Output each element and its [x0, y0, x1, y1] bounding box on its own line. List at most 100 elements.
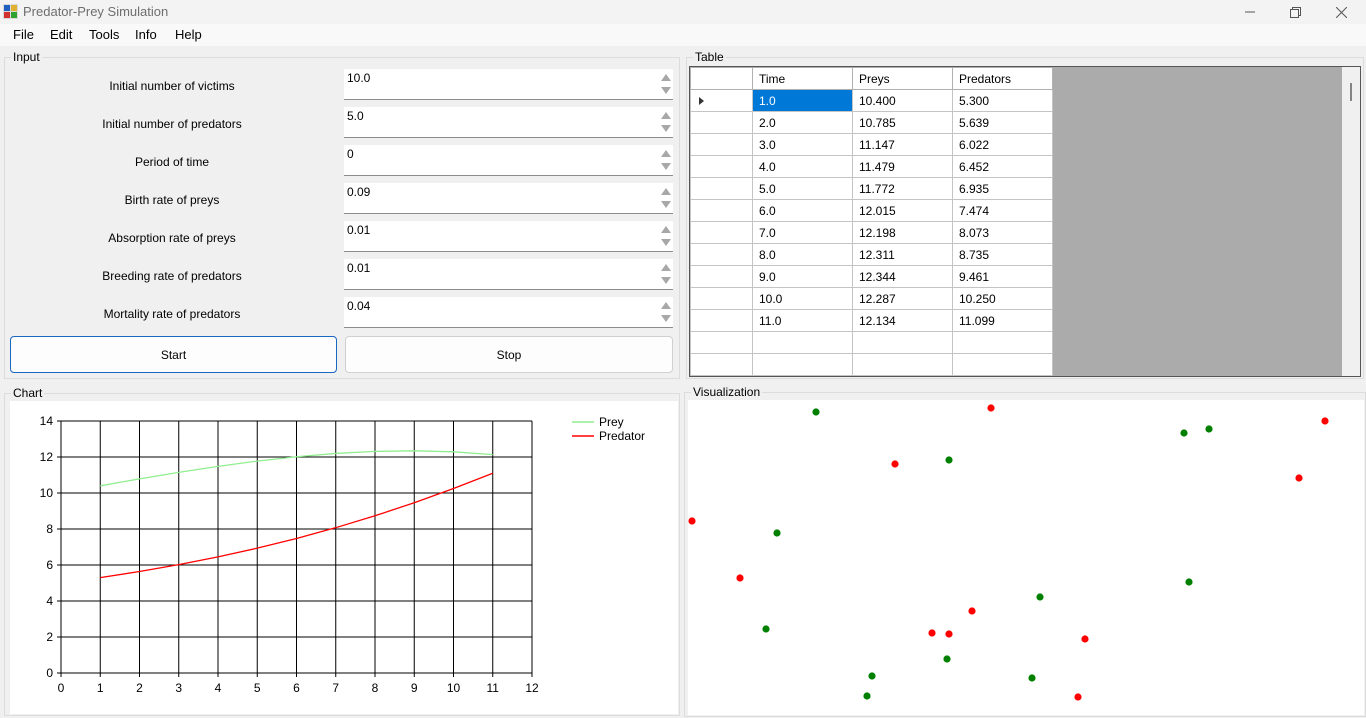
table-cell[interactable]: 9.461 — [952, 265, 1053, 288]
absorption-rate-preys-stepper[interactable]: 0.01 — [344, 221, 673, 252]
table-row[interactable]: 9.0 12.344 9.461 — [690, 265, 1053, 288]
absorption-rate-preys-value[interactable]: 0.01 — [347, 223, 371, 237]
spin-down-icon[interactable] — [661, 239, 671, 246]
table-cell[interactable]: 11.099 — [952, 309, 1053, 332]
spin-up-icon[interactable] — [661, 226, 671, 233]
start-button[interactable]: Start — [10, 336, 337, 373]
breeding-rate-predators-stepper[interactable]: 0.01 — [344, 259, 673, 290]
table-cell[interactable]: 10.250 — [952, 287, 1053, 310]
spin-up-icon[interactable] — [661, 112, 671, 119]
table-cell[interactable]: 12.015 — [852, 199, 953, 222]
spin-down-icon[interactable] — [661, 277, 671, 284]
table-row[interactable]: 11.0 12.134 11.099 — [690, 309, 1053, 332]
spin-buttons[interactable] — [657, 297, 673, 327]
table-cell[interactable]: 10.400 — [852, 89, 953, 112]
column-header-predators[interactable]: Predators — [952, 67, 1053, 90]
mortality-rate-predators-value[interactable]: 0.04 — [347, 299, 371, 313]
menu-edit[interactable]: Edit — [50, 27, 73, 42]
table-cell[interactable]: 6.022 — [952, 133, 1053, 156]
row-header[interactable] — [690, 199, 753, 222]
table-cell[interactable]: 8.073 — [952, 221, 1053, 244]
row-header[interactable] — [690, 221, 753, 244]
spin-up-icon[interactable] — [661, 264, 671, 271]
row-header[interactable] — [690, 155, 753, 178]
table-row-empty[interactable] — [690, 331, 1053, 354]
maximize-button[interactable] — [1272, 0, 1318, 24]
menu-help[interactable]: Help — [175, 27, 202, 42]
table-cell[interactable]: 8.735 — [952, 243, 1053, 266]
table-cell[interactable]: 7.474 — [952, 199, 1053, 222]
initial-victims-value[interactable]: 10.0 — [347, 71, 371, 85]
data-grid[interactable]: Time Preys Predators 1.0 10.400 5.300 2.0 10… — [689, 66, 1361, 377]
spin-buttons[interactable] — [657, 107, 673, 137]
birth-rate-preys-stepper[interactable]: 0.09 — [344, 183, 673, 214]
spin-buttons[interactable] — [657, 145, 673, 175]
row-header[interactable] — [690, 243, 753, 266]
table-row[interactable]: 8.0 12.311 8.735 — [690, 243, 1053, 266]
spin-up-icon[interactable] — [661, 74, 671, 81]
table-cell[interactable]: 12.311 — [852, 243, 953, 266]
period-of-time-value[interactable]: 0 — [347, 147, 354, 161]
table-cell[interactable]: 12.344 — [852, 265, 953, 288]
initial-predators-value[interactable]: 5.0 — [347, 109, 364, 123]
table-cell[interactable]: 11.772 — [852, 177, 953, 200]
spin-down-icon[interactable] — [661, 87, 671, 94]
table-row[interactable]: 2.0 10.785 5.639 — [690, 111, 1053, 134]
spin-up-icon[interactable] — [661, 150, 671, 157]
scrollbar-thumb[interactable] — [1350, 83, 1352, 101]
table-cell[interactable]: 11.147 — [852, 133, 953, 156]
table-cell[interactable]: 4.0 — [752, 155, 853, 178]
menu-info[interactable]: Info — [135, 27, 157, 42]
table-cell[interactable] — [952, 331, 1053, 354]
table-cell[interactable]: 5.639 — [952, 111, 1053, 134]
spin-buttons[interactable] — [657, 259, 673, 289]
table-cell[interactable]: 12.134 — [852, 309, 953, 332]
row-header[interactable] — [690, 177, 753, 200]
table-row[interactable]: 5.0 11.772 6.935 — [690, 177, 1053, 200]
column-header-preys[interactable]: Preys — [852, 67, 953, 90]
table-cell[interactable]: 6.0 — [752, 199, 853, 222]
row-header[interactable] — [690, 89, 753, 112]
table-row[interactable]: 4.0 11.479 6.452 — [690, 155, 1053, 178]
breeding-rate-predators-value[interactable]: 0.01 — [347, 261, 371, 275]
row-header[interactable] — [690, 287, 753, 310]
table-row-empty[interactable] — [690, 353, 1053, 376]
table-row[interactable]: 3.0 11.147 6.022 — [690, 133, 1053, 156]
column-header-time[interactable]: Time — [752, 67, 853, 90]
table-cell[interactable] — [752, 331, 853, 354]
minimize-button[interactable] — [1227, 0, 1273, 24]
table-cell[interactable]: 9.0 — [752, 265, 853, 288]
row-header[interactable] — [690, 353, 753, 376]
table-row[interactable]: 7.0 12.198 8.073 — [690, 221, 1053, 244]
row-header[interactable] — [690, 309, 753, 332]
spin-down-icon[interactable] — [661, 315, 671, 322]
table-cell[interactable] — [852, 353, 953, 376]
spin-buttons[interactable] — [657, 183, 673, 213]
row-header[interactable] — [690, 331, 753, 354]
initial-predators-stepper[interactable]: 5.0 — [344, 107, 673, 138]
spin-up-icon[interactable] — [661, 188, 671, 195]
table-cell[interactable]: 8.0 — [752, 243, 853, 266]
row-header[interactable] — [690, 133, 753, 156]
spin-down-icon[interactable] — [661, 125, 671, 132]
spin-down-icon[interactable] — [661, 201, 671, 208]
row-header[interactable] — [690, 111, 753, 134]
initial-victims-stepper[interactable]: 10.0 — [344, 69, 673, 100]
birth-rate-preys-value[interactable]: 0.09 — [347, 185, 371, 199]
table-cell[interactable]: 6.452 — [952, 155, 1053, 178]
table-cell[interactable]: 5.300 — [952, 89, 1053, 112]
table-cell[interactable] — [952, 353, 1053, 376]
spin-buttons[interactable] — [657, 221, 673, 251]
spin-up-icon[interactable] — [661, 302, 671, 309]
table-cell[interactable]: 5.0 — [752, 177, 853, 200]
menu-tools[interactable]: Tools — [89, 27, 120, 42]
table-row[interactable]: 1.0 10.400 5.300 — [690, 89, 1053, 112]
table-cell[interactable] — [852, 331, 953, 354]
menu-file[interactable]: File — [13, 27, 34, 42]
period-of-time-stepper[interactable]: 0 — [344, 145, 673, 176]
table-cell[interactable]: 12.287 — [852, 287, 953, 310]
table-cell[interactable]: 1.0 — [752, 89, 853, 112]
table-cell[interactable]: 11.479 — [852, 155, 953, 178]
mortality-rate-predators-stepper[interactable]: 0.04 — [344, 297, 673, 328]
table-cell[interactable]: 12.198 — [852, 221, 953, 244]
